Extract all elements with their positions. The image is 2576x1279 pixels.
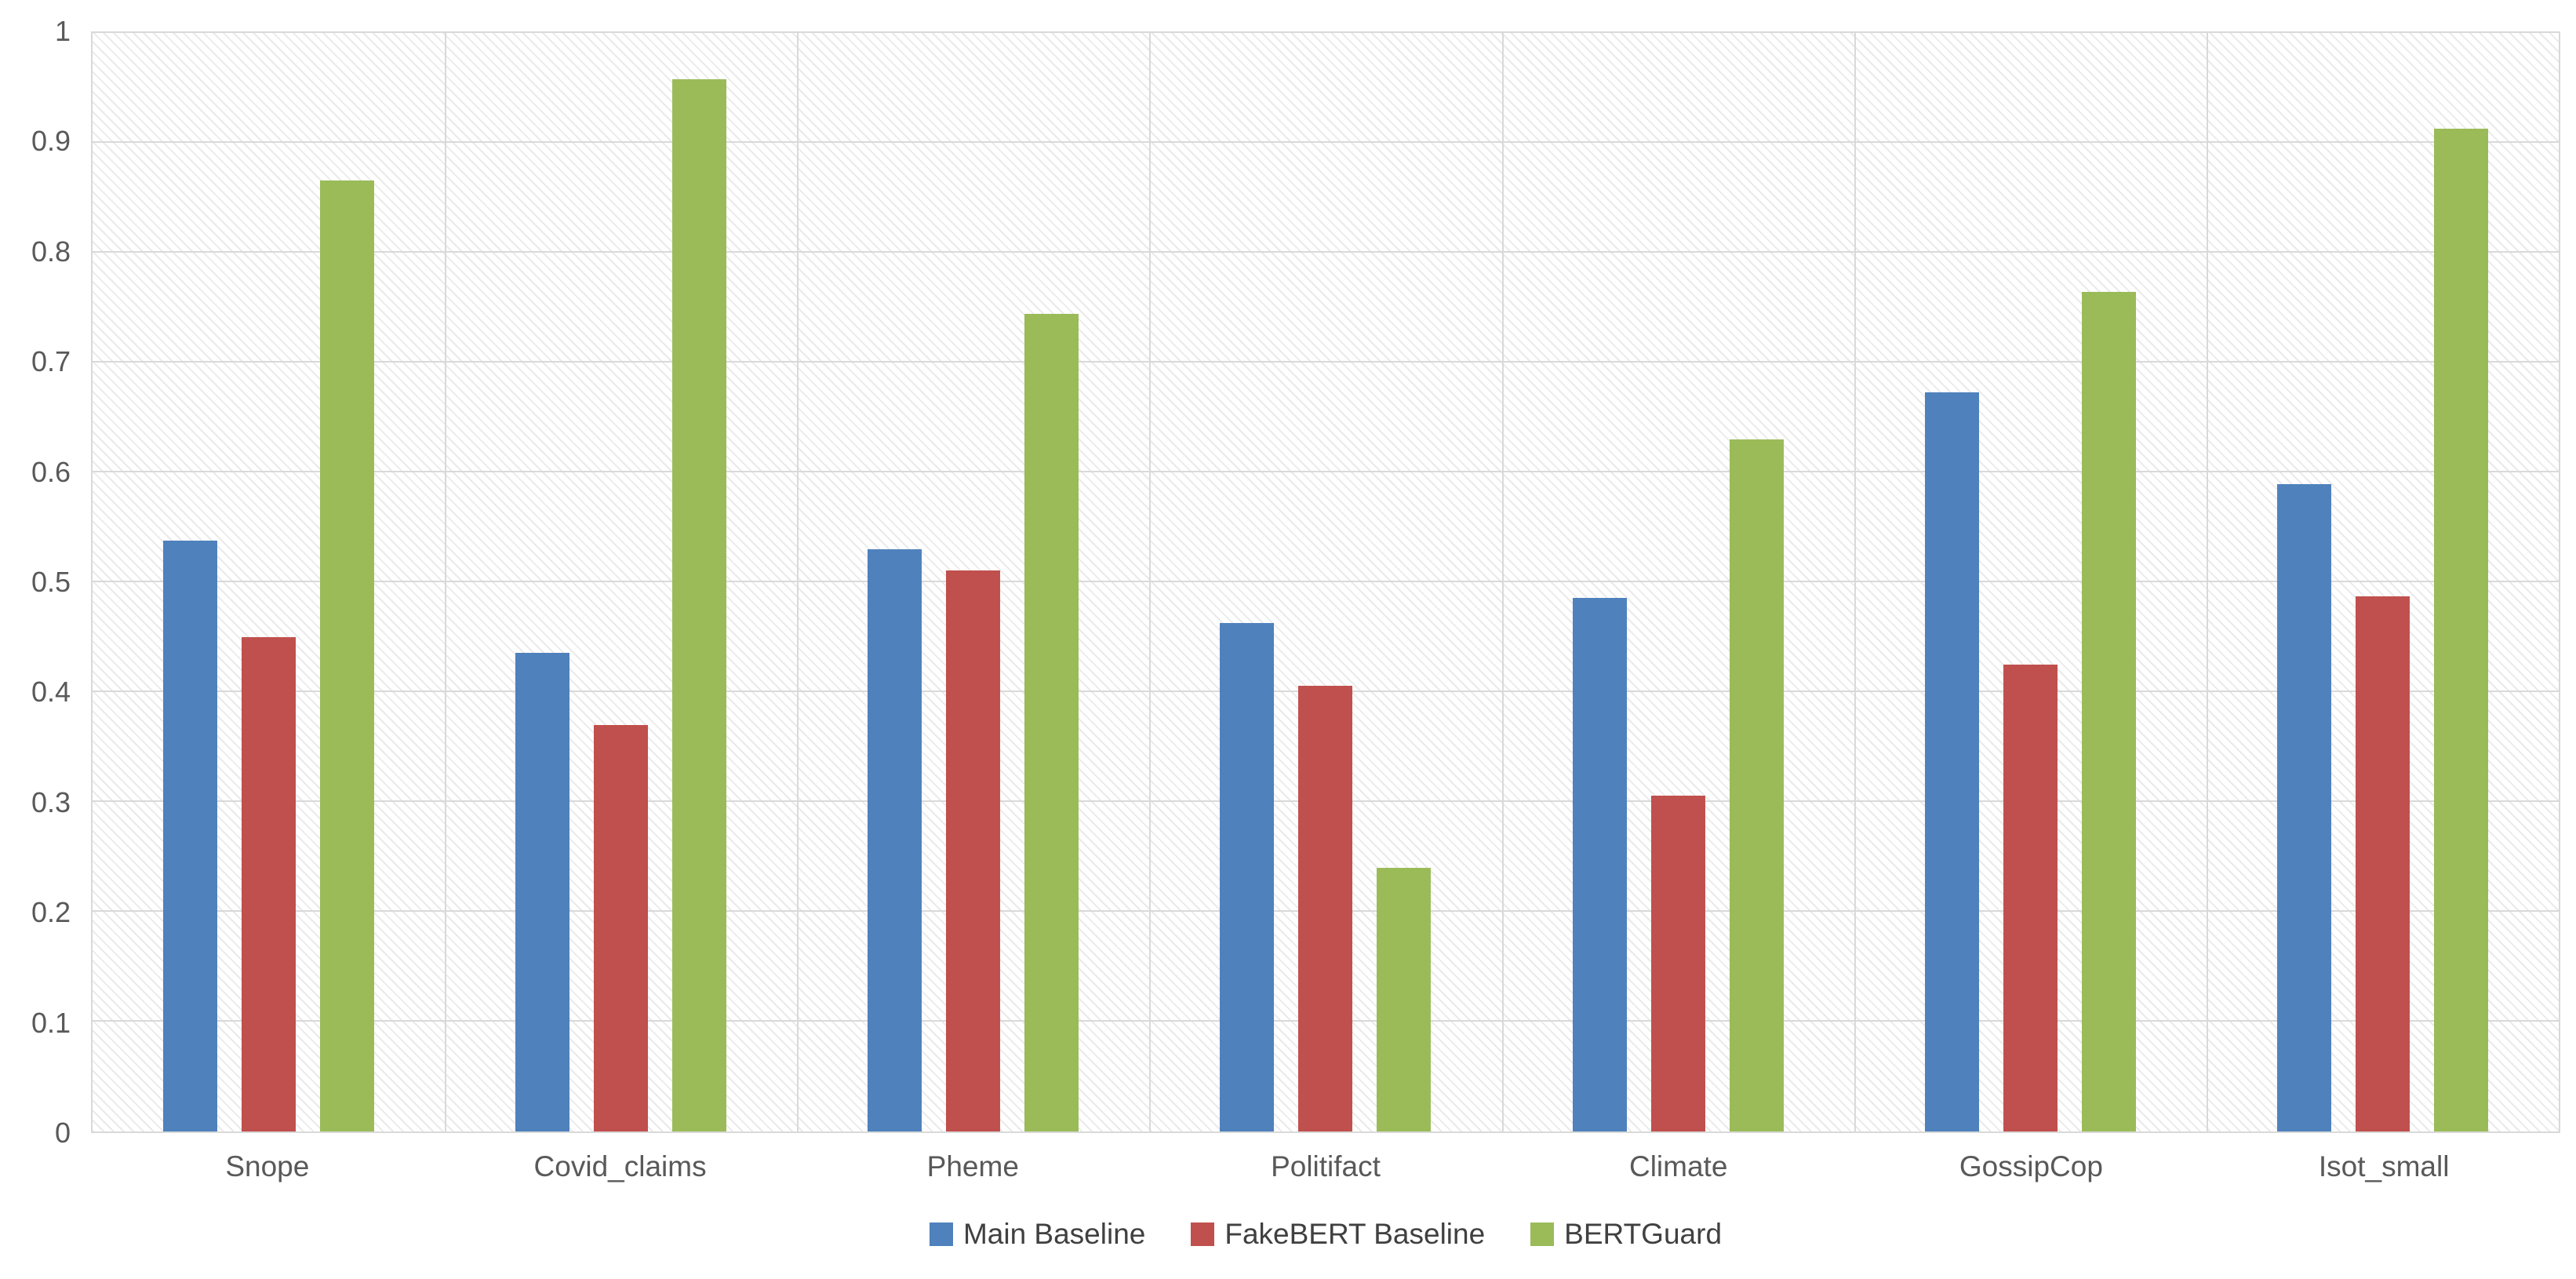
y-tick-label: 0.7: [31, 345, 71, 378]
x-category-label: Covid_claims: [533, 1150, 707, 1182]
y-tick-label: 0.9: [31, 125, 71, 158]
gridline: [93, 361, 2559, 363]
bar: [868, 549, 922, 1131]
gridline: [2206, 33, 2208, 1131]
x-category-label: Climate: [1628, 1150, 1728, 1182]
bar: [2433, 128, 2488, 1131]
bar-group-covid_claims: [445, 33, 797, 1131]
x-category-label: GossipCop: [1959, 1150, 2103, 1182]
y-tick-label: 0.3: [31, 785, 71, 818]
y-tick-label: 0.8: [31, 235, 71, 268]
bar: [1729, 439, 1784, 1131]
legend-label: FakeBERT Baseline: [1224, 1218, 1486, 1250]
y-tick-label: 0.4: [31, 676, 71, 709]
bar: [594, 725, 649, 1131]
gridline: [1854, 33, 1856, 1131]
gridline: [93, 471, 2559, 472]
bar: [1924, 392, 1979, 1131]
x-category-label: Isot_small: [2318, 1150, 2450, 1182]
gridline: [1149, 33, 1152, 1131]
bar: [320, 180, 375, 1131]
bar: [1220, 622, 1275, 1131]
bar: [2355, 596, 2410, 1131]
bar: [946, 570, 1001, 1131]
bar-groups-layer: [93, 33, 2559, 1131]
legend-item-main-baseline: Main Baseline: [929, 1218, 1146, 1251]
bar: [1377, 868, 1432, 1131]
bar: [2081, 292, 2136, 1131]
x-category-label: Pheme: [926, 1150, 1019, 1182]
chart-legend: Main Baseline FakeBERT Baseline BERTGuar…: [91, 1218, 2560, 1251]
y-tick-label: 1: [54, 15, 71, 47]
bar: [2003, 665, 2058, 1131]
bar: [163, 540, 218, 1131]
legend-label: Main Baseline: [962, 1218, 1146, 1250]
bar: [1572, 597, 1627, 1131]
y-tick-label: 0.1: [31, 1006, 71, 1039]
bar: [515, 652, 570, 1131]
x-category-label: Snope: [225, 1150, 310, 1182]
bar: [672, 78, 727, 1131]
gridline: [93, 581, 2559, 582]
legend-item-bertguard: BERTGuard: [1530, 1218, 1722, 1251]
bar: [242, 637, 297, 1131]
gridline: [797, 33, 799, 1131]
bar: [1298, 685, 1353, 1131]
gridline: [1501, 33, 1504, 1131]
bar-group-politifact: [1149, 33, 1501, 1131]
bar-group-gossipcop: [1854, 33, 2207, 1131]
y-tick-label: 0.6: [31, 455, 71, 488]
legend-item-fakebert-baseline: FakeBERT Baseline: [1191, 1218, 1485, 1251]
gridline: [93, 141, 2559, 143]
bar-group-isot_small: [2207, 33, 2559, 1131]
gridline: [445, 33, 447, 1131]
x-category-label: Politifact: [1271, 1150, 1381, 1182]
bar-group-pheme: [797, 33, 1149, 1131]
y-tick-label: 0.2: [31, 896, 71, 929]
bar-group-snope: [93, 33, 445, 1131]
legend-swatch-red: [1191, 1223, 1215, 1246]
gridline: [93, 251, 2559, 253]
bar: [1024, 314, 1079, 1131]
legend-swatch-green: [1530, 1223, 1555, 1246]
y-tick-label: 0: [54, 1117, 71, 1149]
bar-group-climate: [1502, 33, 1854, 1131]
legend-swatch-blue: [929, 1223, 953, 1246]
bar: [2276, 484, 2331, 1131]
bar: [1650, 795, 1705, 1131]
plot-area: [91, 31, 2560, 1133]
legend-label: BERTGuard: [1564, 1218, 1723, 1250]
y-tick-label: 0.5: [31, 566, 71, 598]
